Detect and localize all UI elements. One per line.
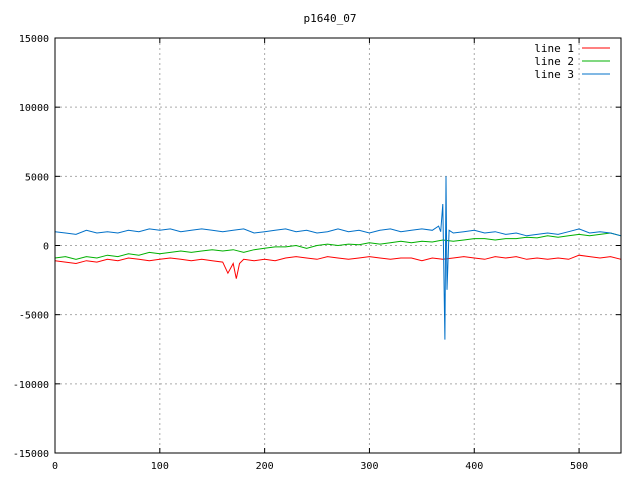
series-layer <box>54 176 622 340</box>
legend-label-3: line 3 <box>534 68 574 81</box>
x-tick-label: 0 <box>52 461 58 472</box>
y-tick-label: -15000 <box>13 449 49 460</box>
y-tick-label: 15000 <box>19 34 49 45</box>
axis-ticks: 0 100 200 300 400 500 -15000 -10000 -5000 0 5000 10… <box>13 34 621 472</box>
x-tick-label: 500 <box>570 461 588 472</box>
legend-label-2: line 2 <box>534 55 574 68</box>
y-tick-label: -5000 <box>19 311 49 322</box>
series-line-2 <box>54 232 622 260</box>
x-tick-label: 300 <box>360 461 378 472</box>
grid-lines <box>55 38 621 453</box>
legend-label-1: line 1 <box>534 42 574 55</box>
series-line-1 <box>54 254 622 279</box>
y-tick-label: 10000 <box>19 103 49 114</box>
y-tick-label: 5000 <box>25 172 49 183</box>
y-tick-label: 0 <box>43 242 49 253</box>
chart-title: p1640_07 <box>304 12 357 25</box>
x-tick-label: 100 <box>151 461 169 472</box>
x-tick-label: 400 <box>465 461 483 472</box>
y-tick-label: -10000 <box>13 380 49 391</box>
series-line-3 <box>54 176 622 340</box>
x-tick-label: 200 <box>256 461 274 472</box>
